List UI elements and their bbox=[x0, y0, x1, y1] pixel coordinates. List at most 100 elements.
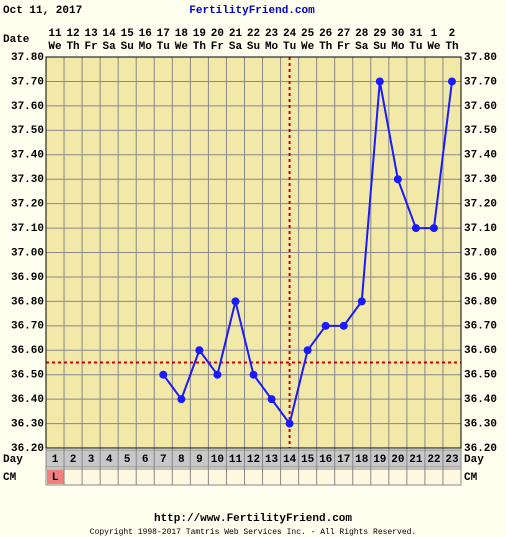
weekday-label: We bbox=[301, 41, 315, 53]
date-label: 29 bbox=[373, 28, 386, 40]
y-tick-label-right: 37.70 bbox=[464, 76, 497, 88]
weekday-label: We bbox=[175, 41, 189, 53]
weekday-label: Fr bbox=[337, 41, 350, 53]
temperature-point bbox=[159, 370, 168, 379]
date-label: 28 bbox=[355, 28, 369, 40]
weekday-label: Tu bbox=[283, 41, 296, 53]
footer-url[interactable]: http://www.FertilityFriend.com bbox=[154, 513, 352, 525]
y-tick-label-right: 36.40 bbox=[464, 394, 497, 406]
day-number: 4 bbox=[106, 454, 113, 466]
weekday-label: Sa bbox=[355, 41, 369, 53]
cm-cell bbox=[47, 470, 65, 484]
date-label: Date bbox=[3, 34, 30, 46]
date-label: 17 bbox=[157, 28, 170, 40]
temperature-point bbox=[303, 346, 312, 355]
weekday-label: Sa bbox=[103, 41, 117, 53]
day-number: 22 bbox=[427, 454, 440, 466]
footer-copyright: Copyright 1998-2017 Tamtris Web Services… bbox=[90, 528, 416, 537]
date-label: 1 bbox=[431, 28, 438, 40]
y-tick-label: 37.10 bbox=[11, 223, 44, 235]
day-number: 14 bbox=[283, 454, 297, 466]
date-label: 22 bbox=[247, 28, 260, 40]
date-label: 31 bbox=[409, 28, 423, 40]
cm-value: L bbox=[52, 472, 59, 484]
weekday-label: Fr bbox=[85, 41, 98, 53]
weekday-label: Th bbox=[445, 41, 458, 53]
y-tick-label: 37.50 bbox=[11, 125, 44, 137]
temperature-point bbox=[231, 297, 240, 306]
y-tick-label-right: 36.90 bbox=[464, 272, 497, 284]
day-number: 6 bbox=[142, 454, 149, 466]
y-tick-label-right: 37.80 bbox=[464, 52, 497, 64]
site-link[interactable]: FertilityFriend.com bbox=[189, 5, 315, 17]
day-number: 8 bbox=[178, 454, 185, 466]
date-label: 27 bbox=[337, 28, 350, 40]
temperature-point bbox=[195, 346, 204, 355]
day-number: 5 bbox=[124, 454, 131, 466]
day-number: 20 bbox=[391, 454, 404, 466]
y-tick-label-right: 37.30 bbox=[464, 174, 497, 186]
weekday-label: We bbox=[427, 41, 441, 53]
temperature-point bbox=[321, 321, 330, 330]
weekday-label: We bbox=[48, 41, 62, 53]
date-label: 25 bbox=[301, 28, 315, 40]
y-tick-label-right: 36.30 bbox=[464, 418, 497, 430]
y-tick-label-right: 37.10 bbox=[464, 223, 497, 235]
day-number: 2 bbox=[70, 454, 77, 466]
y-tick-label: 37.20 bbox=[11, 199, 44, 211]
cm-row bbox=[45, 468, 462, 486]
date-label: 15 bbox=[121, 28, 135, 40]
y-tick-label: 36.40 bbox=[11, 394, 44, 406]
weekday-label: Sa bbox=[229, 41, 243, 53]
day-number: 23 bbox=[445, 454, 459, 466]
y-tick-label-right: 37.60 bbox=[464, 101, 497, 113]
date-label: 20 bbox=[211, 28, 224, 40]
day-label-right: Day bbox=[464, 454, 484, 466]
y-tick-label-right: 36.60 bbox=[464, 345, 497, 357]
y-tick-label: 36.20 bbox=[11, 443, 44, 455]
day-number: 16 bbox=[319, 454, 332, 466]
y-tick-label: 36.80 bbox=[11, 296, 44, 308]
temperature-point bbox=[393, 175, 402, 184]
date-label: 13 bbox=[85, 28, 99, 40]
y-tick-label-right: 37.00 bbox=[464, 247, 497, 259]
chart-date: Oct 11, 2017 bbox=[3, 5, 82, 17]
day-number: 21 bbox=[409, 454, 423, 466]
date-label: 14 bbox=[103, 28, 117, 40]
cm-label-right: CM bbox=[464, 472, 478, 484]
y-tick-label: 36.60 bbox=[11, 345, 44, 357]
y-tick-label: 37.40 bbox=[11, 150, 44, 162]
temperature-point bbox=[285, 419, 294, 428]
weekday-label: Mo bbox=[265, 41, 279, 53]
temperature-point bbox=[411, 224, 420, 233]
day-number: 7 bbox=[160, 454, 167, 466]
weekday-label: Mo bbox=[391, 41, 405, 53]
temperature-point bbox=[267, 395, 276, 404]
weekday-label: Su bbox=[121, 41, 134, 53]
y-tick-label: 37.80 bbox=[11, 52, 44, 64]
weekday-label: Tu bbox=[157, 41, 170, 53]
weekday-label: Fr bbox=[211, 41, 224, 53]
y-tick-label-right: 36.70 bbox=[464, 321, 497, 333]
y-tick-label-right: 37.50 bbox=[464, 125, 497, 137]
date-label: 21 bbox=[229, 28, 243, 40]
y-tick-label: 36.90 bbox=[11, 272, 44, 284]
temperature-point bbox=[177, 395, 186, 404]
temperature-point bbox=[213, 370, 222, 379]
day-number: 9 bbox=[196, 454, 203, 466]
weekday-label: Mo bbox=[139, 41, 153, 53]
temperature-point bbox=[375, 77, 384, 86]
date-label: 26 bbox=[319, 28, 332, 40]
y-tick-label-right: 36.50 bbox=[464, 370, 497, 382]
y-tick-label: 36.30 bbox=[11, 418, 44, 430]
day-number: 17 bbox=[337, 454, 350, 466]
date-label: 16 bbox=[139, 28, 152, 40]
temperature-point bbox=[249, 370, 258, 379]
y-tick-label-right: 37.20 bbox=[464, 199, 497, 211]
day-number: 18 bbox=[355, 454, 369, 466]
y-tick-label: 37.70 bbox=[11, 76, 44, 88]
date-label: 24 bbox=[283, 28, 297, 40]
temperature-point bbox=[357, 297, 366, 306]
weekday-label: Tu bbox=[409, 41, 422, 53]
